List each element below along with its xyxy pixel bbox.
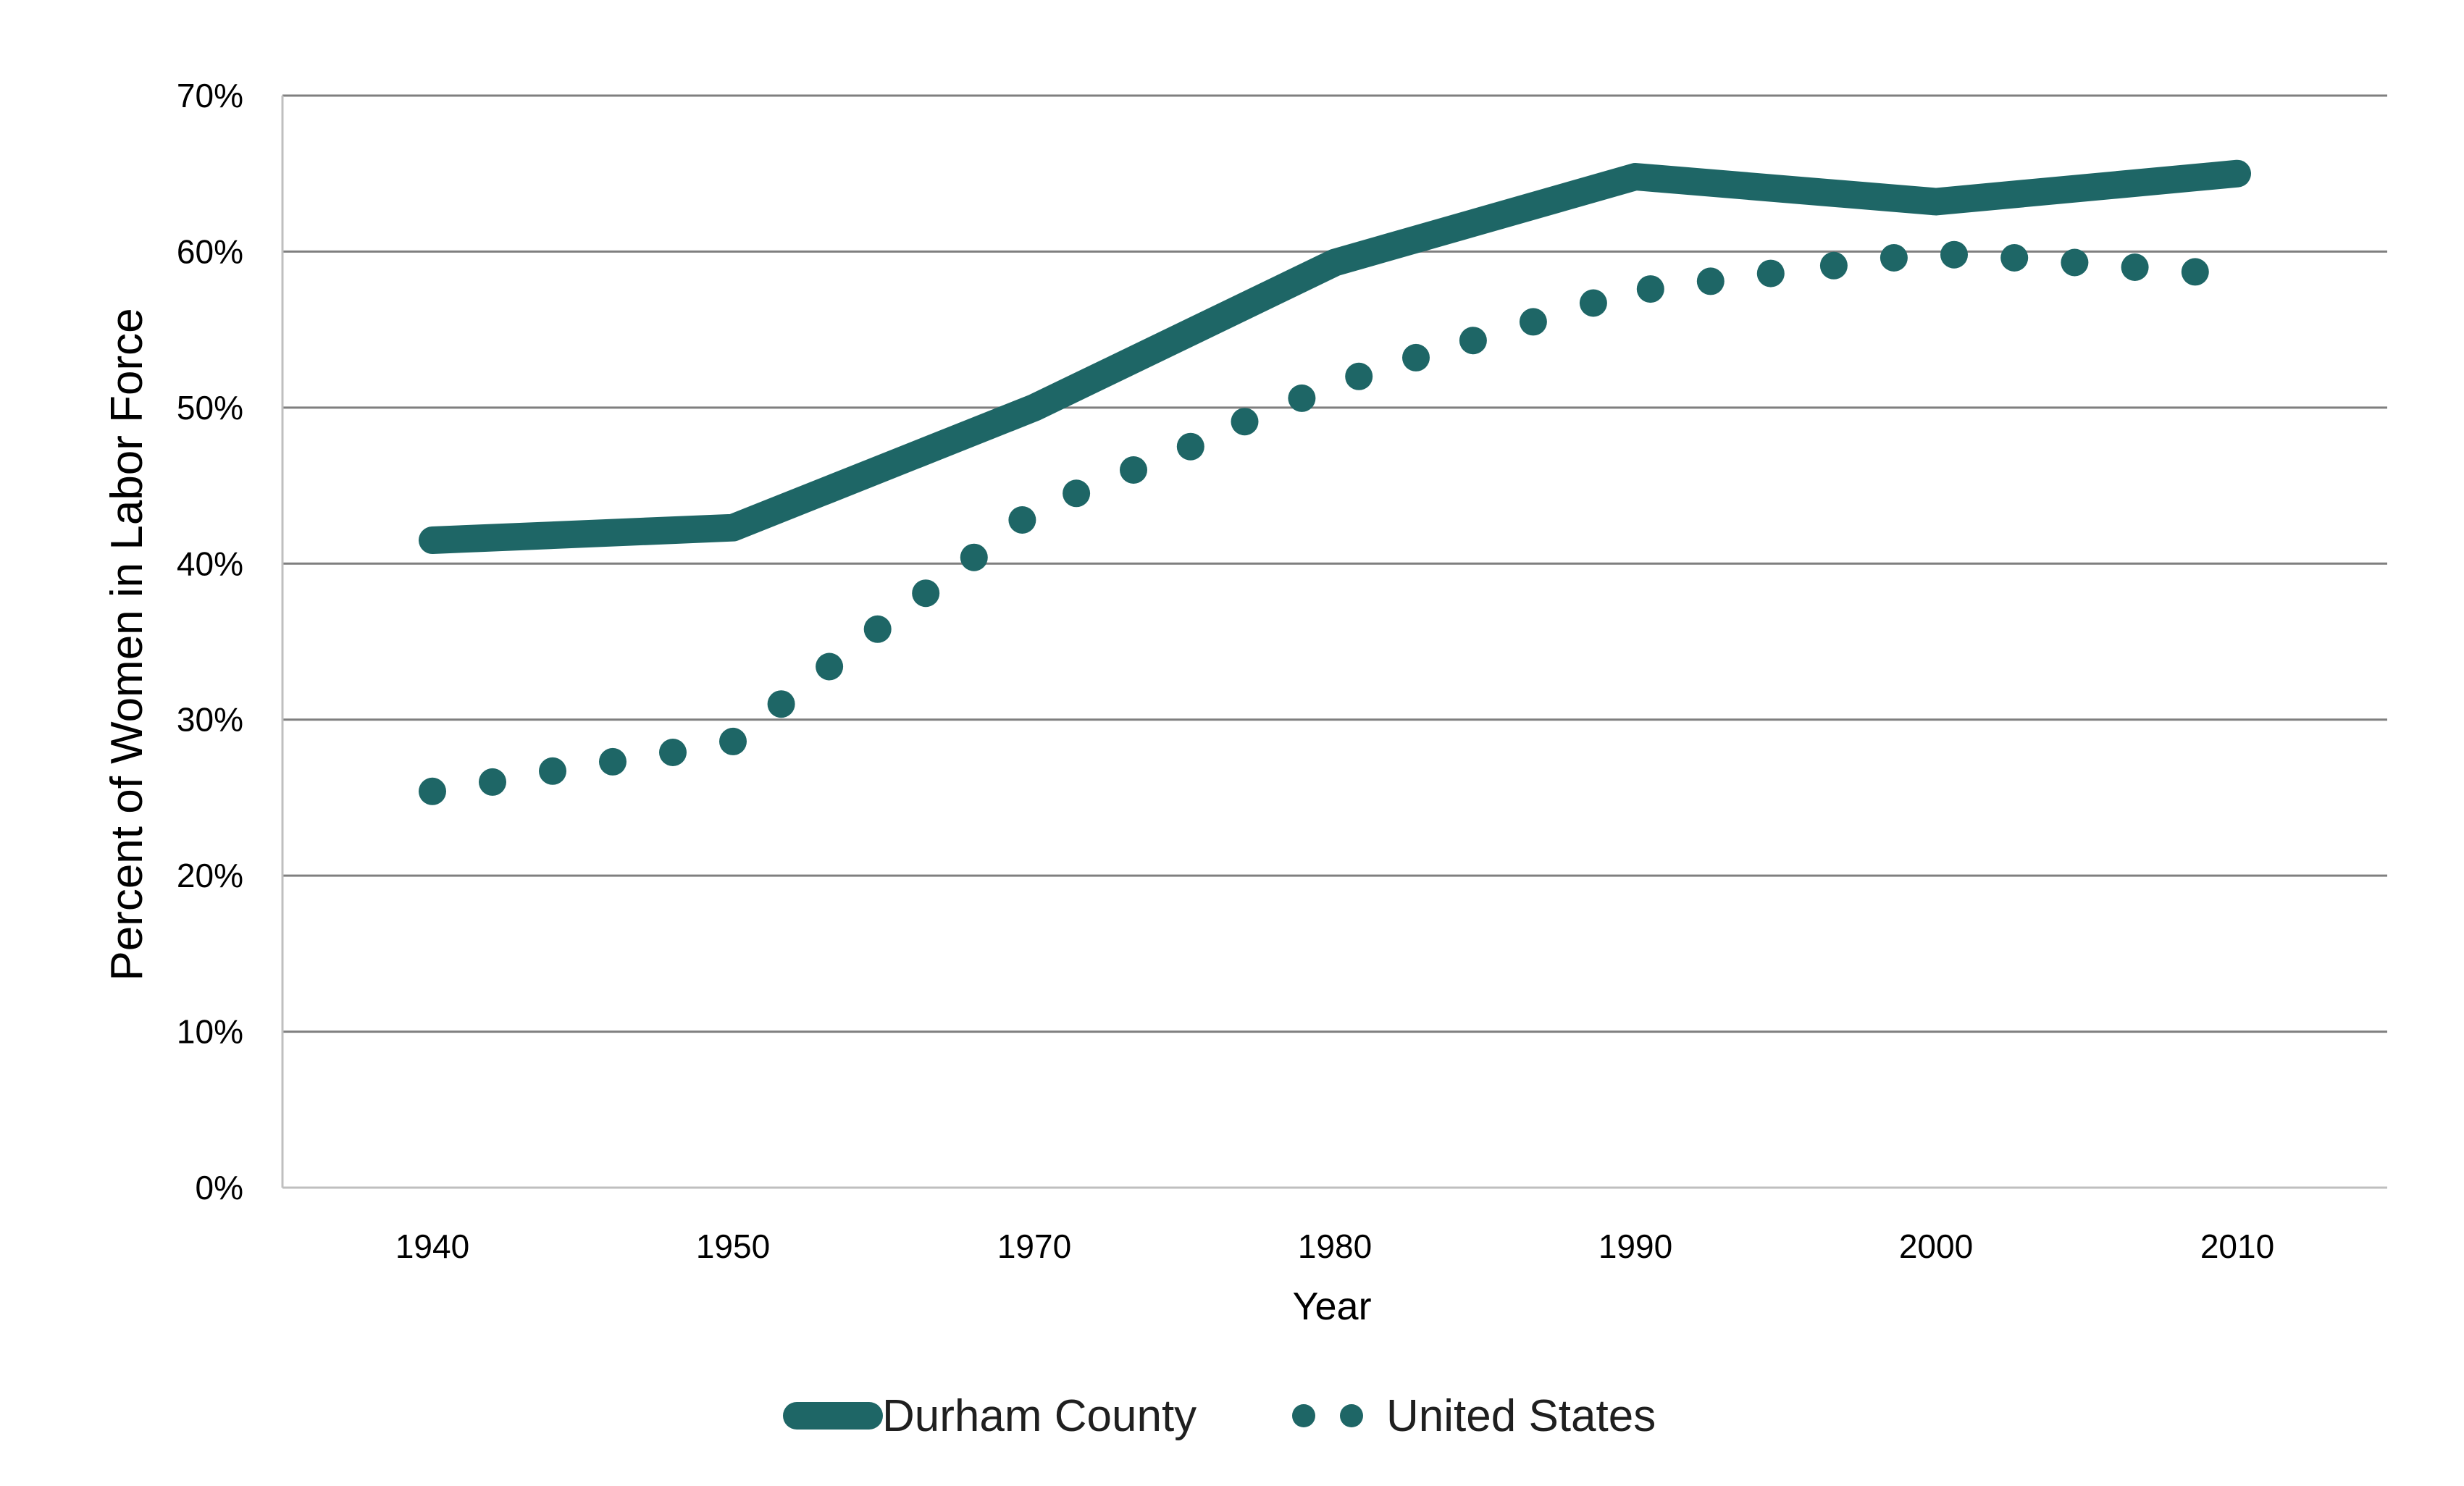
data-point-united-states <box>1176 432 1204 461</box>
series-line-durham-county <box>419 159 2251 554</box>
y-axis-title: Percent of Women in Labor Force <box>102 308 152 981</box>
x-tick-label: 2010 <box>2200 1227 2274 1265</box>
data-point-united-states <box>1288 384 1316 412</box>
data-point-united-states <box>960 543 988 571</box>
data-point-united-states <box>419 777 446 805</box>
data-point-united-states <box>1063 479 1091 508</box>
data-point-united-states <box>2121 253 2149 281</box>
data-point-united-states <box>599 747 627 776</box>
data-point-united-states <box>767 690 795 718</box>
data-point-united-states <box>1819 251 1848 280</box>
legend-swatch-united-states-dot-1 <box>1292 1404 1315 1427</box>
x-tick-label: 1940 <box>395 1227 469 1265</box>
legend-label-durham-county: Durham County <box>882 1391 1197 1441</box>
series-layer <box>419 159 2251 805</box>
data-point-united-states <box>2181 258 2209 286</box>
data-point-united-states <box>1940 240 1968 269</box>
data-point-united-states <box>1345 362 1373 390</box>
data-point-united-states <box>1008 506 1036 534</box>
data-point-united-states <box>659 739 687 766</box>
data-point-united-states <box>863 615 892 643</box>
x-tick-label: 1990 <box>1598 1227 1672 1265</box>
legend-swatch-united-states-dot-2 <box>1340 1404 1363 1427</box>
x-tick-label: 1970 <box>997 1227 1071 1265</box>
data-point-united-states <box>912 579 940 608</box>
legend-label-united-states: United States <box>1386 1391 1656 1441</box>
y-tick-label: 10% <box>177 1013 243 1051</box>
gridlines <box>282 94 2387 1189</box>
y-tick-label: 60% <box>177 232 243 270</box>
data-point-united-states <box>1880 244 1908 272</box>
data-point-united-states <box>816 652 844 681</box>
y-tick-label: 0% <box>196 1169 243 1206</box>
x-axis-ticks: 1940 1950 1970 1980 1990 2000 2010 <box>395 1227 2274 1265</box>
x-axis-title: Year <box>1292 1285 1371 1328</box>
y-axis-ticks: 0% 10% 20% 30% 40% 50% 60% 70% <box>177 77 243 1206</box>
y-tick-label: 20% <box>177 857 243 894</box>
y-tick-label: 40% <box>177 545 243 582</box>
series-united-states <box>419 240 2209 805</box>
data-point-united-states <box>1459 327 1487 355</box>
data-point-united-states <box>539 757 566 785</box>
data-point-united-states <box>1120 456 1147 484</box>
data-point-united-states <box>1519 308 1547 336</box>
data-point-united-states <box>1579 289 1607 317</box>
data-point-united-states <box>1636 275 1664 303</box>
data-point-united-states <box>1231 408 1259 436</box>
x-tick-label: 2000 <box>1899 1227 1973 1265</box>
data-point-united-states <box>1696 267 1725 295</box>
y-tick-label: 70% <box>177 77 243 114</box>
data-point-united-states <box>719 727 747 755</box>
data-point-united-states <box>2061 248 2089 277</box>
data-point-united-states <box>2000 244 2029 272</box>
data-point-united-states <box>1402 343 1430 372</box>
data-point-united-states <box>1756 259 1785 287</box>
x-tick-label: 1980 <box>1298 1227 1372 1265</box>
y-tick-label: 30% <box>177 701 243 739</box>
y-tick-label: 50% <box>177 389 243 427</box>
x-tick-label: 1950 <box>696 1227 770 1265</box>
data-point-united-states <box>479 768 506 796</box>
legend: Durham County United States <box>783 1391 1656 1441</box>
